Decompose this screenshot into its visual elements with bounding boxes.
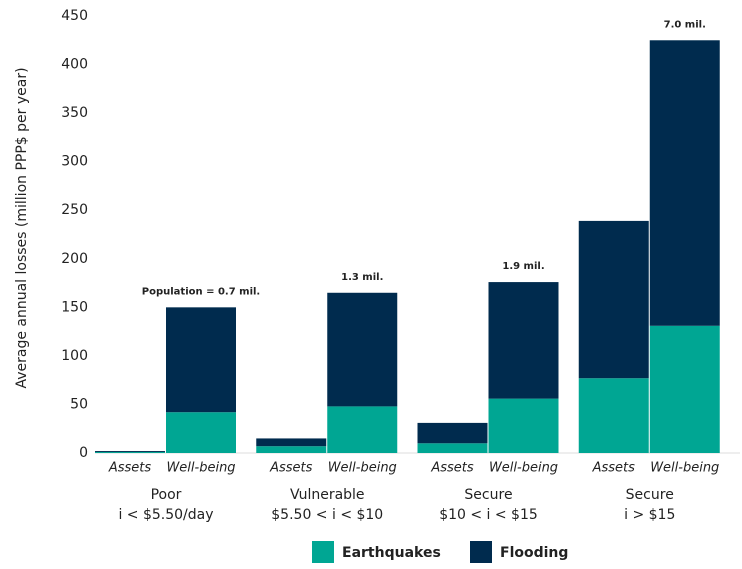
x-tick-label: Well-being — [328, 461, 397, 476]
group-subtitle: i > $15 — [624, 507, 675, 523]
group-subtitle: $5.50 < i < $10 — [271, 507, 383, 523]
group-subtitle: $10 < i < $15 — [439, 507, 538, 523]
bar-annotation: 7.0 mil. — [664, 19, 706, 30]
y-tick-label: 450 — [61, 8, 88, 24]
y-tick-label: 300 — [61, 154, 88, 170]
legend-swatch — [470, 541, 492, 563]
bar-annotation: 1.9 mil. — [502, 261, 544, 272]
y-tick-label: 350 — [61, 105, 88, 121]
bar-segment — [578, 378, 649, 453]
legend-swatch — [312, 541, 334, 563]
bar-annotation: 1.3 mil. — [341, 272, 383, 283]
group-label: Secure — [464, 487, 512, 503]
x-tick-label: Assets — [592, 461, 636, 476]
bar-segment — [95, 452, 165, 453]
bar-segment — [417, 443, 488, 453]
x-tick-label: Assets — [269, 461, 313, 476]
bar-segment — [488, 398, 559, 453]
y-tick-label: 0 — [79, 445, 88, 461]
y-tick-label: 400 — [61, 57, 88, 73]
bar-segment — [417, 422, 488, 444]
bar-annotation: Population = 0.7 mil. — [142, 286, 260, 297]
y-tick-label: 100 — [61, 348, 88, 364]
y-axis-label: Average annual losses (million PPP$ per … — [14, 67, 30, 388]
bar-segment — [95, 451, 165, 453]
y-tick-label: 150 — [61, 299, 88, 315]
bar-segment — [649, 40, 720, 326]
group-label: Poor — [151, 487, 182, 503]
bar-segment — [327, 406, 398, 453]
bar-segment — [166, 412, 236, 453]
group-label: Secure — [626, 487, 674, 503]
y-tick-label: 50 — [70, 396, 88, 412]
y-tick-label: 200 — [61, 251, 88, 267]
bar-segment — [649, 325, 720, 453]
y-tick-label: 250 — [61, 202, 88, 218]
x-tick-label: Well-being — [166, 461, 235, 476]
bar-segment — [327, 292, 398, 407]
group-label: Vulnerable — [290, 487, 365, 503]
x-tick-label: Well-being — [489, 461, 558, 476]
legend-label: Flooding — [500, 545, 568, 561]
bar-segment — [256, 438, 327, 447]
x-tick-label: Well-being — [650, 461, 719, 476]
group-subtitle: i < $5.50/day — [118, 507, 213, 523]
legend-label: Earthquakes — [342, 545, 441, 561]
bar-segment — [488, 282, 559, 399]
bar-segment — [256, 446, 327, 453]
bar-segment — [166, 307, 236, 413]
bar-segment — [578, 220, 649, 379]
x-tick-label: Assets — [108, 461, 152, 476]
x-tick-label: Assets — [430, 461, 474, 476]
